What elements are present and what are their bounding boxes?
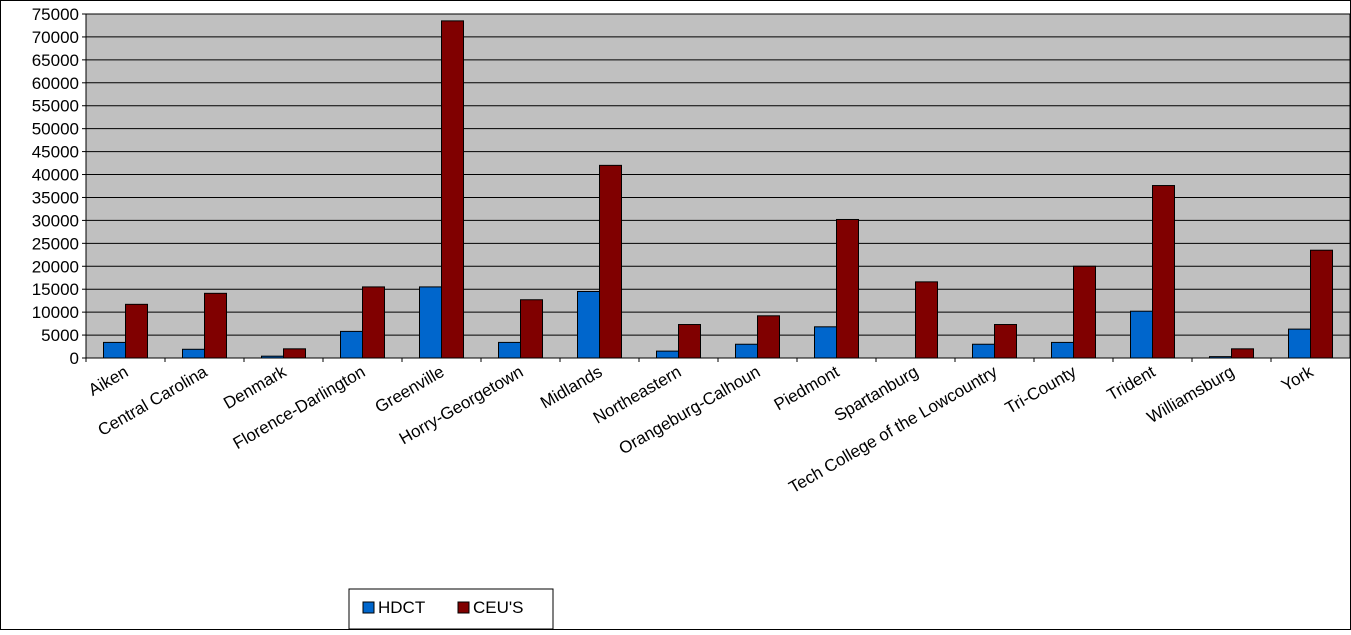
bar-hdct bbox=[498, 341, 521, 359]
bar-ceus bbox=[1310, 249, 1333, 359]
bar-hdct bbox=[577, 290, 600, 359]
bar-hdct bbox=[1130, 310, 1153, 359]
legend-box bbox=[348, 588, 554, 630]
bar-hdct bbox=[261, 355, 284, 359]
bar-ceus bbox=[1231, 348, 1254, 359]
bars bbox=[103, 20, 1333, 359]
bar-hdct bbox=[814, 326, 837, 359]
y-tick-label: 75000 bbox=[32, 5, 79, 24]
legend-swatch-hdct bbox=[362, 601, 375, 614]
bar-ceus bbox=[836, 218, 859, 359]
y-tick-label: 35000 bbox=[32, 188, 79, 207]
grid-lines bbox=[86, 36, 1350, 336]
y-tick-label: 15000 bbox=[32, 280, 79, 299]
bar-ceus bbox=[204, 292, 227, 359]
bar-ceus bbox=[520, 299, 543, 359]
bar-ceus bbox=[678, 324, 701, 359]
y-tick-label: 55000 bbox=[32, 97, 79, 116]
bar-hdct bbox=[1288, 328, 1311, 359]
bar-hdct bbox=[182, 348, 205, 359]
bar-hdct bbox=[735, 343, 758, 359]
y-axis-ticks: 0 5000 10000 15000 20000 25000 30000 35000 40000… bbox=[32, 5, 86, 368]
y-tick-label: 45000 bbox=[32, 143, 79, 162]
bar-ceus bbox=[1152, 185, 1175, 359]
bar-ceus bbox=[362, 286, 385, 359]
y-tick-label: 5000 bbox=[41, 326, 79, 345]
bar-ceus bbox=[441, 20, 464, 359]
bar-hdct bbox=[419, 286, 442, 359]
bar-ceus bbox=[283, 348, 306, 359]
y-tick-label: 20000 bbox=[32, 257, 79, 276]
bar-ceus bbox=[1073, 265, 1096, 359]
y-tick-label: 10000 bbox=[32, 303, 79, 322]
y-tick-label: 70000 bbox=[32, 28, 79, 47]
bar-ceus bbox=[599, 164, 622, 359]
bar-hdct bbox=[972, 343, 995, 359]
bar-hdct bbox=[1051, 341, 1074, 359]
y-tick-label: 25000 bbox=[32, 234, 79, 253]
y-tick-label: 50000 bbox=[32, 120, 79, 139]
y-tick-label: 60000 bbox=[32, 74, 79, 93]
legend-swatch-ceus bbox=[457, 601, 470, 614]
y-tick-label: 30000 bbox=[32, 211, 79, 230]
bar-ceus bbox=[757, 315, 780, 359]
legend-label-hdct: HDCT bbox=[378, 598, 425, 617]
legend: HDCT CEU'S bbox=[348, 588, 554, 630]
bar-ceus bbox=[125, 303, 148, 359]
bar-hdct bbox=[1209, 356, 1232, 359]
bar-hdct bbox=[340, 330, 363, 359]
plot-area bbox=[85, 13, 1351, 359]
bar-hdct bbox=[656, 350, 679, 359]
legend-label-ceus: CEU'S bbox=[473, 598, 523, 617]
bar-hdct bbox=[103, 341, 126, 359]
y-tick-label: 65000 bbox=[32, 51, 79, 70]
y-tick-label: 0 bbox=[70, 349, 79, 368]
y-tick-label: 40000 bbox=[32, 166, 79, 185]
bar-ceus bbox=[915, 281, 938, 359]
bar-ceus bbox=[994, 324, 1017, 359]
